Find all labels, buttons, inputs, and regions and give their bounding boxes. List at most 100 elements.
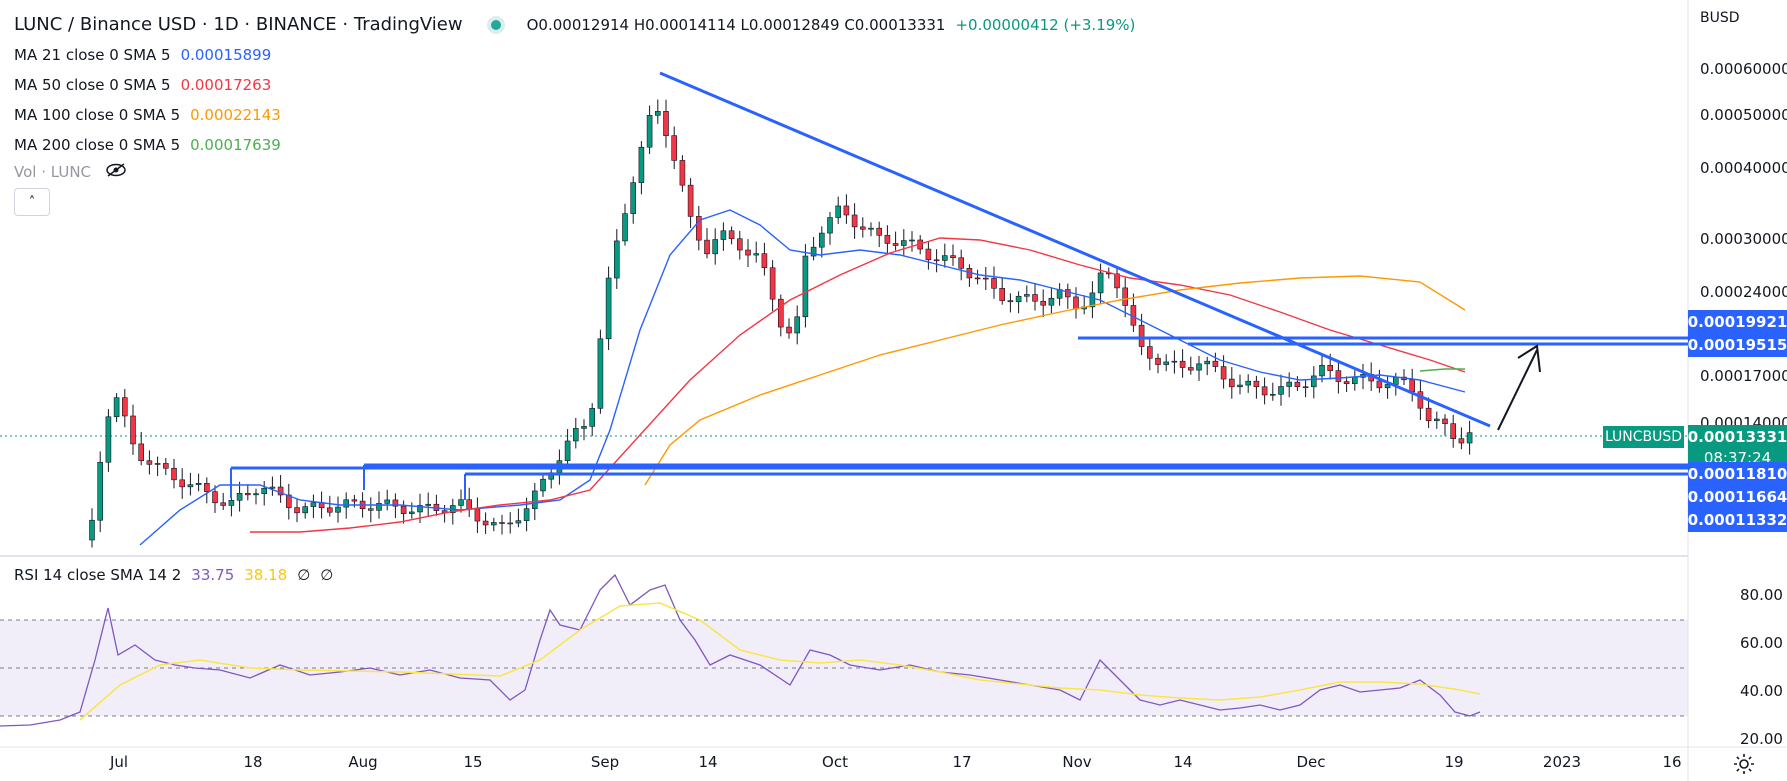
candle-body <box>687 184 694 217</box>
rsi-axis-label: 60.00 <box>1740 634 1783 652</box>
candle-body <box>933 259 940 262</box>
candle-body <box>1229 378 1235 388</box>
candle-body <box>384 499 391 504</box>
candle-body <box>113 397 120 418</box>
candle-body <box>89 519 95 541</box>
candle-body <box>1097 272 1104 294</box>
candle-body <box>138 443 144 462</box>
collapse-legend-button[interactable]: ˄ <box>14 188 50 216</box>
candle-body <box>679 160 686 186</box>
candle-body <box>171 467 177 481</box>
symbol-tag[interactable]: LUNCBUSD <box>1603 426 1684 448</box>
candle-body <box>105 416 112 463</box>
support-price-badge[interactable]: 0.00011664 <box>1688 485 1787 509</box>
candle-body <box>523 508 530 521</box>
market-status-icon[interactable] <box>490 20 501 30</box>
time-axis-label: 18 <box>243 753 263 771</box>
candle-body <box>408 511 415 514</box>
candle-body <box>392 499 399 507</box>
support-price-badge[interactable]: 0.00011332 <box>1688 508 1787 532</box>
resistance-price-badge[interactable]: 0.00019515 <box>1688 333 1787 357</box>
eye-crossed-icon[interactable] <box>105 162 127 182</box>
candle-body <box>97 461 103 521</box>
candle-body <box>941 255 948 261</box>
candle-body <box>728 230 735 240</box>
time-axis-label: Sep <box>590 753 620 771</box>
indicator-ma50[interactable]: MA 50 close 0 SMA 5 0.00017263 <box>14 70 1135 100</box>
candle-body <box>892 243 899 246</box>
ma21-line <box>139 209 1466 546</box>
volume-legend[interactable]: Vol · LUNC <box>14 162 127 182</box>
candle-body <box>950 255 956 259</box>
candle-body <box>1122 287 1128 306</box>
rsi-line <box>0 573 1481 727</box>
last-price-badge[interactable]: 0.00013331 <box>1688 425 1787 449</box>
indicator-ma21[interactable]: MA 21 close 0 SMA 5 0.00015899 <box>14 40 1135 70</box>
indicator-label: MA 50 close 0 SMA 5 <box>14 76 171 94</box>
candle-body <box>1032 294 1038 302</box>
candle-body <box>482 520 489 526</box>
candle-body <box>1343 381 1350 385</box>
candle-body <box>884 234 891 244</box>
price-axis-label: 0.00060000 <box>1700 60 1787 78</box>
rsi-ma-value: 38.18 <box>244 566 288 584</box>
candle-body <box>851 214 858 228</box>
candle-body <box>769 267 776 300</box>
candle-body <box>154 463 161 465</box>
indicator-value: 0.00022143 <box>190 106 281 124</box>
rsi-null-1: ∅ <box>297 566 311 584</box>
candle-body <box>1237 384 1243 388</box>
time-axis-label: 15 <box>463 753 483 771</box>
candle-body <box>1384 384 1391 389</box>
candle-body <box>1179 360 1186 368</box>
candle-body <box>597 338 604 409</box>
candle-body <box>376 503 382 511</box>
candle-body <box>1278 386 1284 395</box>
gear-icon[interactable] <box>1731 751 1757 777</box>
symbol-header: LUNC / Binance USD · 1D · BINANCE · Trad… <box>14 10 1135 40</box>
candle-body <box>1434 418 1440 422</box>
candle-body <box>1196 363 1202 371</box>
candle-body <box>1286 381 1292 387</box>
indicator-value: 0.00017263 <box>180 76 272 94</box>
symbol-title[interactable]: LUNC / Binance USD · 1D · BINANCE · Trad… <box>14 14 463 35</box>
candle-body <box>195 483 202 485</box>
ma200-line <box>1419 368 1465 372</box>
candle-body <box>794 316 801 334</box>
candle-body <box>958 257 965 269</box>
support-price-badge[interactable]: 0.00011810 <box>1688 462 1787 486</box>
price-axis-label: 0.00050000 <box>1700 106 1787 124</box>
candle-body <box>1220 366 1227 380</box>
candle-body <box>1302 386 1309 389</box>
time-axis-label: 14 <box>1173 753 1193 771</box>
ma50-line <box>250 237 1466 533</box>
rsi-legend[interactable]: RSI 14 close SMA 14 2 33.75 38.18 ∅ ∅ <box>14 566 333 584</box>
candle-body <box>605 277 612 340</box>
candle-body <box>1212 360 1219 367</box>
candle-body <box>1352 376 1358 385</box>
candle-body <box>146 460 153 465</box>
currency-label: BUSD <box>1700 10 1740 26</box>
candle-body <box>564 440 571 461</box>
rsi-ma-line <box>79 602 1481 721</box>
price-axis-label: 0.00040000 <box>1700 159 1787 177</box>
resistance-price-badge[interactable]: 0.00019921 <box>1688 310 1787 334</box>
price-axis-label: 0.00017000 <box>1700 367 1787 385</box>
candle-body <box>261 487 268 494</box>
indicator-ma200[interactable]: MA 200 close 0 SMA 5 0.00017639 <box>14 130 1135 160</box>
candle-body <box>777 298 784 328</box>
candle-body <box>1458 438 1465 444</box>
candle-body <box>294 507 300 514</box>
candle-body <box>1163 361 1169 365</box>
candle-body <box>786 326 792 334</box>
candle-body <box>1188 367 1194 371</box>
indicator-ma100[interactable]: MA 100 close 0 SMA 5 0.00022143 <box>14 100 1135 130</box>
rsi-axis-label: 40.00 <box>1740 682 1783 700</box>
candle-body <box>1204 360 1210 365</box>
candle-body <box>1261 386 1268 396</box>
candle-body <box>654 111 661 116</box>
price-axis-label: 0.00024000 <box>1700 283 1787 301</box>
trendline-downtrend <box>659 71 1491 428</box>
